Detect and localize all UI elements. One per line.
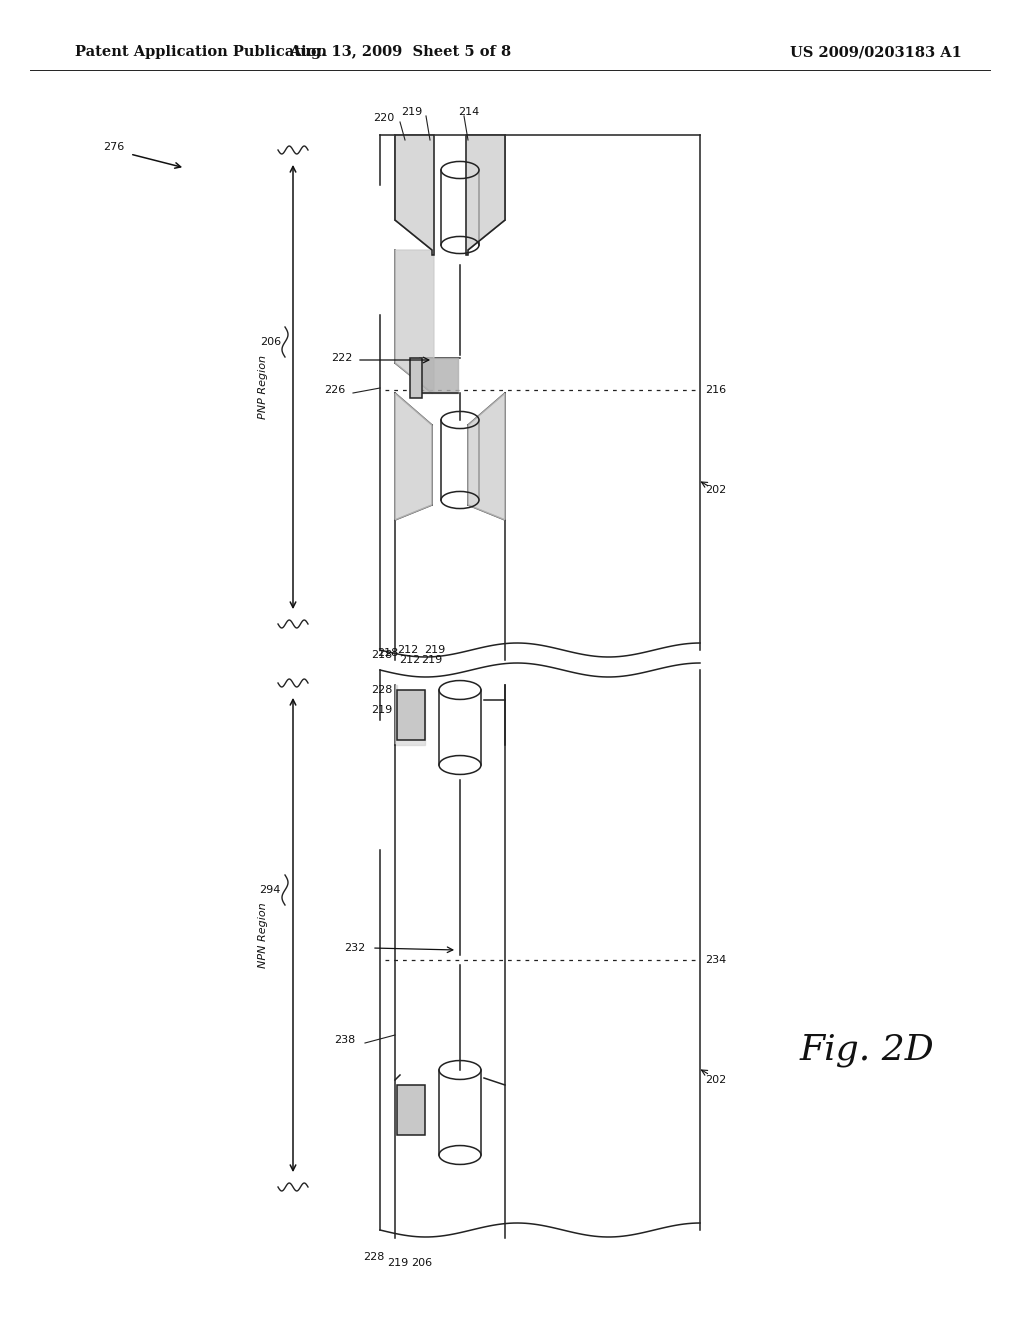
Text: 294: 294: [260, 884, 281, 895]
Polygon shape: [420, 358, 458, 393]
Text: Fig. 2D: Fig. 2D: [800, 1034, 935, 1067]
Text: 202: 202: [705, 484, 726, 495]
Text: 222: 222: [331, 352, 352, 363]
Text: US 2009/0203183 A1: US 2009/0203183 A1: [790, 45, 962, 59]
Text: 212: 212: [398, 655, 420, 665]
Text: 219: 219: [424, 645, 445, 655]
Bar: [397, 1085, 425, 1135]
Text: 216: 216: [705, 385, 726, 395]
Text: 219: 219: [371, 705, 392, 715]
Text: 212: 212: [396, 645, 418, 655]
Polygon shape: [468, 393, 505, 520]
Text: 202: 202: [705, 1074, 726, 1085]
Text: 228: 228: [364, 1251, 385, 1262]
Polygon shape: [395, 393, 432, 520]
Text: 232: 232: [344, 942, 365, 953]
Text: Patent Application Publication: Patent Application Publication: [75, 45, 327, 59]
Polygon shape: [395, 135, 434, 255]
Bar: [397, 690, 425, 741]
Text: 276: 276: [103, 143, 124, 152]
Polygon shape: [395, 249, 434, 393]
Text: 220: 220: [373, 114, 394, 123]
Polygon shape: [395, 685, 425, 744]
Text: 218: 218: [377, 648, 398, 657]
Text: 214: 214: [458, 107, 479, 117]
Text: 226: 226: [324, 385, 345, 395]
Text: 218: 218: [371, 649, 392, 660]
Polygon shape: [466, 135, 505, 255]
Text: NPN Region: NPN Region: [258, 902, 268, 968]
Text: 219: 219: [400, 107, 422, 117]
Text: PNP Region: PNP Region: [258, 355, 268, 418]
Text: 238: 238: [334, 1035, 355, 1045]
Text: 206: 206: [411, 1258, 432, 1269]
Text: 228: 228: [371, 685, 392, 696]
Text: 219: 219: [421, 655, 442, 665]
Text: 219: 219: [387, 1258, 408, 1269]
Text: 234: 234: [705, 954, 726, 965]
Text: 206: 206: [260, 337, 281, 347]
Bar: [410, 358, 422, 399]
Text: Aug. 13, 2009  Sheet 5 of 8: Aug. 13, 2009 Sheet 5 of 8: [289, 45, 511, 59]
